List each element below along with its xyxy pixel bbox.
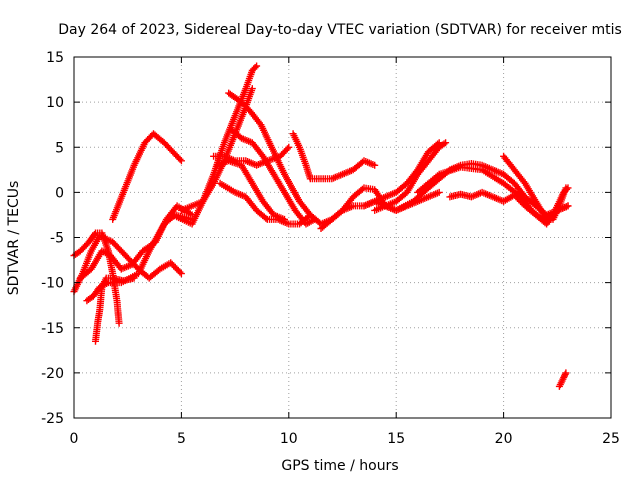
x-tick-label: 0 <box>70 431 79 447</box>
data-markers <box>169 62 261 228</box>
series-track-l <box>216 179 314 228</box>
data-series <box>70 62 572 390</box>
series-track-u <box>500 152 570 223</box>
y-axis-label: SDTVAR / TECUs <box>6 181 22 296</box>
x-tick-label: 25 <box>602 431 620 447</box>
y-tick-label: -5 <box>50 231 64 247</box>
y-tick-label: 0 <box>55 185 64 201</box>
data-markers <box>360 139 443 210</box>
x-tick-label: 5 <box>177 431 186 447</box>
series-track-e <box>92 274 138 345</box>
data-markers <box>214 157 288 223</box>
grid-lines <box>74 57 611 418</box>
series-track-f <box>109 130 185 223</box>
chart-title: Day 264 of 2023, Sidereal Day-to-day VTE… <box>58 22 622 38</box>
series-track-m <box>214 157 288 223</box>
y-tick-label: 5 <box>55 140 64 156</box>
x-tick-label: 15 <box>387 431 405 447</box>
y-tick-label: -15 <box>41 321 64 337</box>
data-markers <box>210 143 293 169</box>
data-markers <box>76 202 196 282</box>
x-axis-label: GPS time / hours <box>281 458 398 474</box>
series-track-n <box>289 130 379 183</box>
series-track-k <box>210 143 293 169</box>
data-markers <box>216 179 314 228</box>
y-tick-label: -20 <box>41 366 64 382</box>
series-track-d <box>76 202 196 282</box>
y-tick-label: -25 <box>41 411 64 427</box>
data-markers <box>371 139 450 214</box>
series-track-v <box>555 369 570 390</box>
series-track-q <box>371 139 450 214</box>
data-markers <box>555 369 570 390</box>
series-track-g <box>169 62 261 228</box>
data-markers <box>92 274 138 345</box>
x-tick-label: 10 <box>280 431 298 447</box>
data-markers <box>500 152 570 223</box>
axis-ticks: 0 5 10 15 20 25 -25 -20 -15 -10 -5 0 5 10 15 <box>41 50 620 447</box>
x-tick-label: 20 <box>495 431 513 447</box>
data-markers <box>109 130 185 223</box>
y-tick-label: 10 <box>46 95 64 111</box>
y-tick-label: -10 <box>41 276 64 292</box>
series-track-p <box>360 139 443 210</box>
data-markers <box>289 130 379 183</box>
y-tick-label: 15 <box>46 50 64 66</box>
